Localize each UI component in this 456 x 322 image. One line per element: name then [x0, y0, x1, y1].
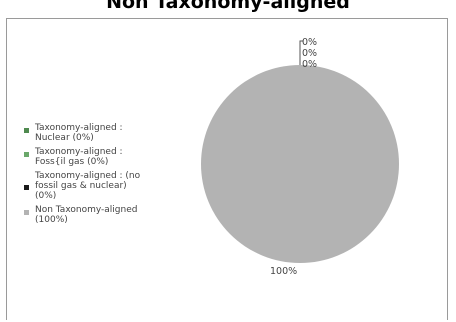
legend-label-line: Taxonomy-aligned : (no [35, 171, 141, 181]
data-label: 0% [302, 48, 317, 59]
legend-swatch [24, 152, 29, 157]
chart-title: Non Taxonomy-aligned [106, 0, 350, 13]
leader-line [299, 40, 303, 65]
pie-slice [201, 65, 399, 263]
data-label: 0% [302, 59, 317, 70]
legend-label-line: Taxonomy-aligned : [35, 147, 123, 157]
legend-label-line: Non Taxonomy-aligned [35, 205, 138, 215]
legend-swatch [24, 210, 29, 215]
legend-item: Taxonomy-aligned : (no fossil gas & nucle… [22, 171, 172, 201]
legend-label-line: Taxonomy-aligned : [35, 123, 123, 133]
data-label: 0% [302, 37, 317, 48]
legend-label-line: Nuclear (0%) [35, 133, 94, 143]
legend-label-line: (0%) [35, 191, 57, 201]
chart-frame [6, 18, 448, 320]
legend-item: Non Taxonomy-aligned (100%) [22, 205, 172, 225]
legend-item: Taxonomy-aligned : Nuclear (0%) [22, 123, 172, 143]
legend-label-line: Foss{il gas (0%) [35, 157, 109, 167]
data-label: 100% [270, 266, 297, 277]
legend-swatch [24, 128, 29, 133]
chart-legend: Taxonomy-aligned : Nuclear (0%) Taxonomy-a… [22, 123, 172, 229]
legend-label-line: (100%) [35, 215, 68, 225]
legend-swatch [24, 185, 29, 190]
legend-item: Taxonomy-aligned : Foss{il gas (0%) [22, 147, 172, 167]
legend-label-line: fossil gas & nuclear) [35, 181, 127, 191]
